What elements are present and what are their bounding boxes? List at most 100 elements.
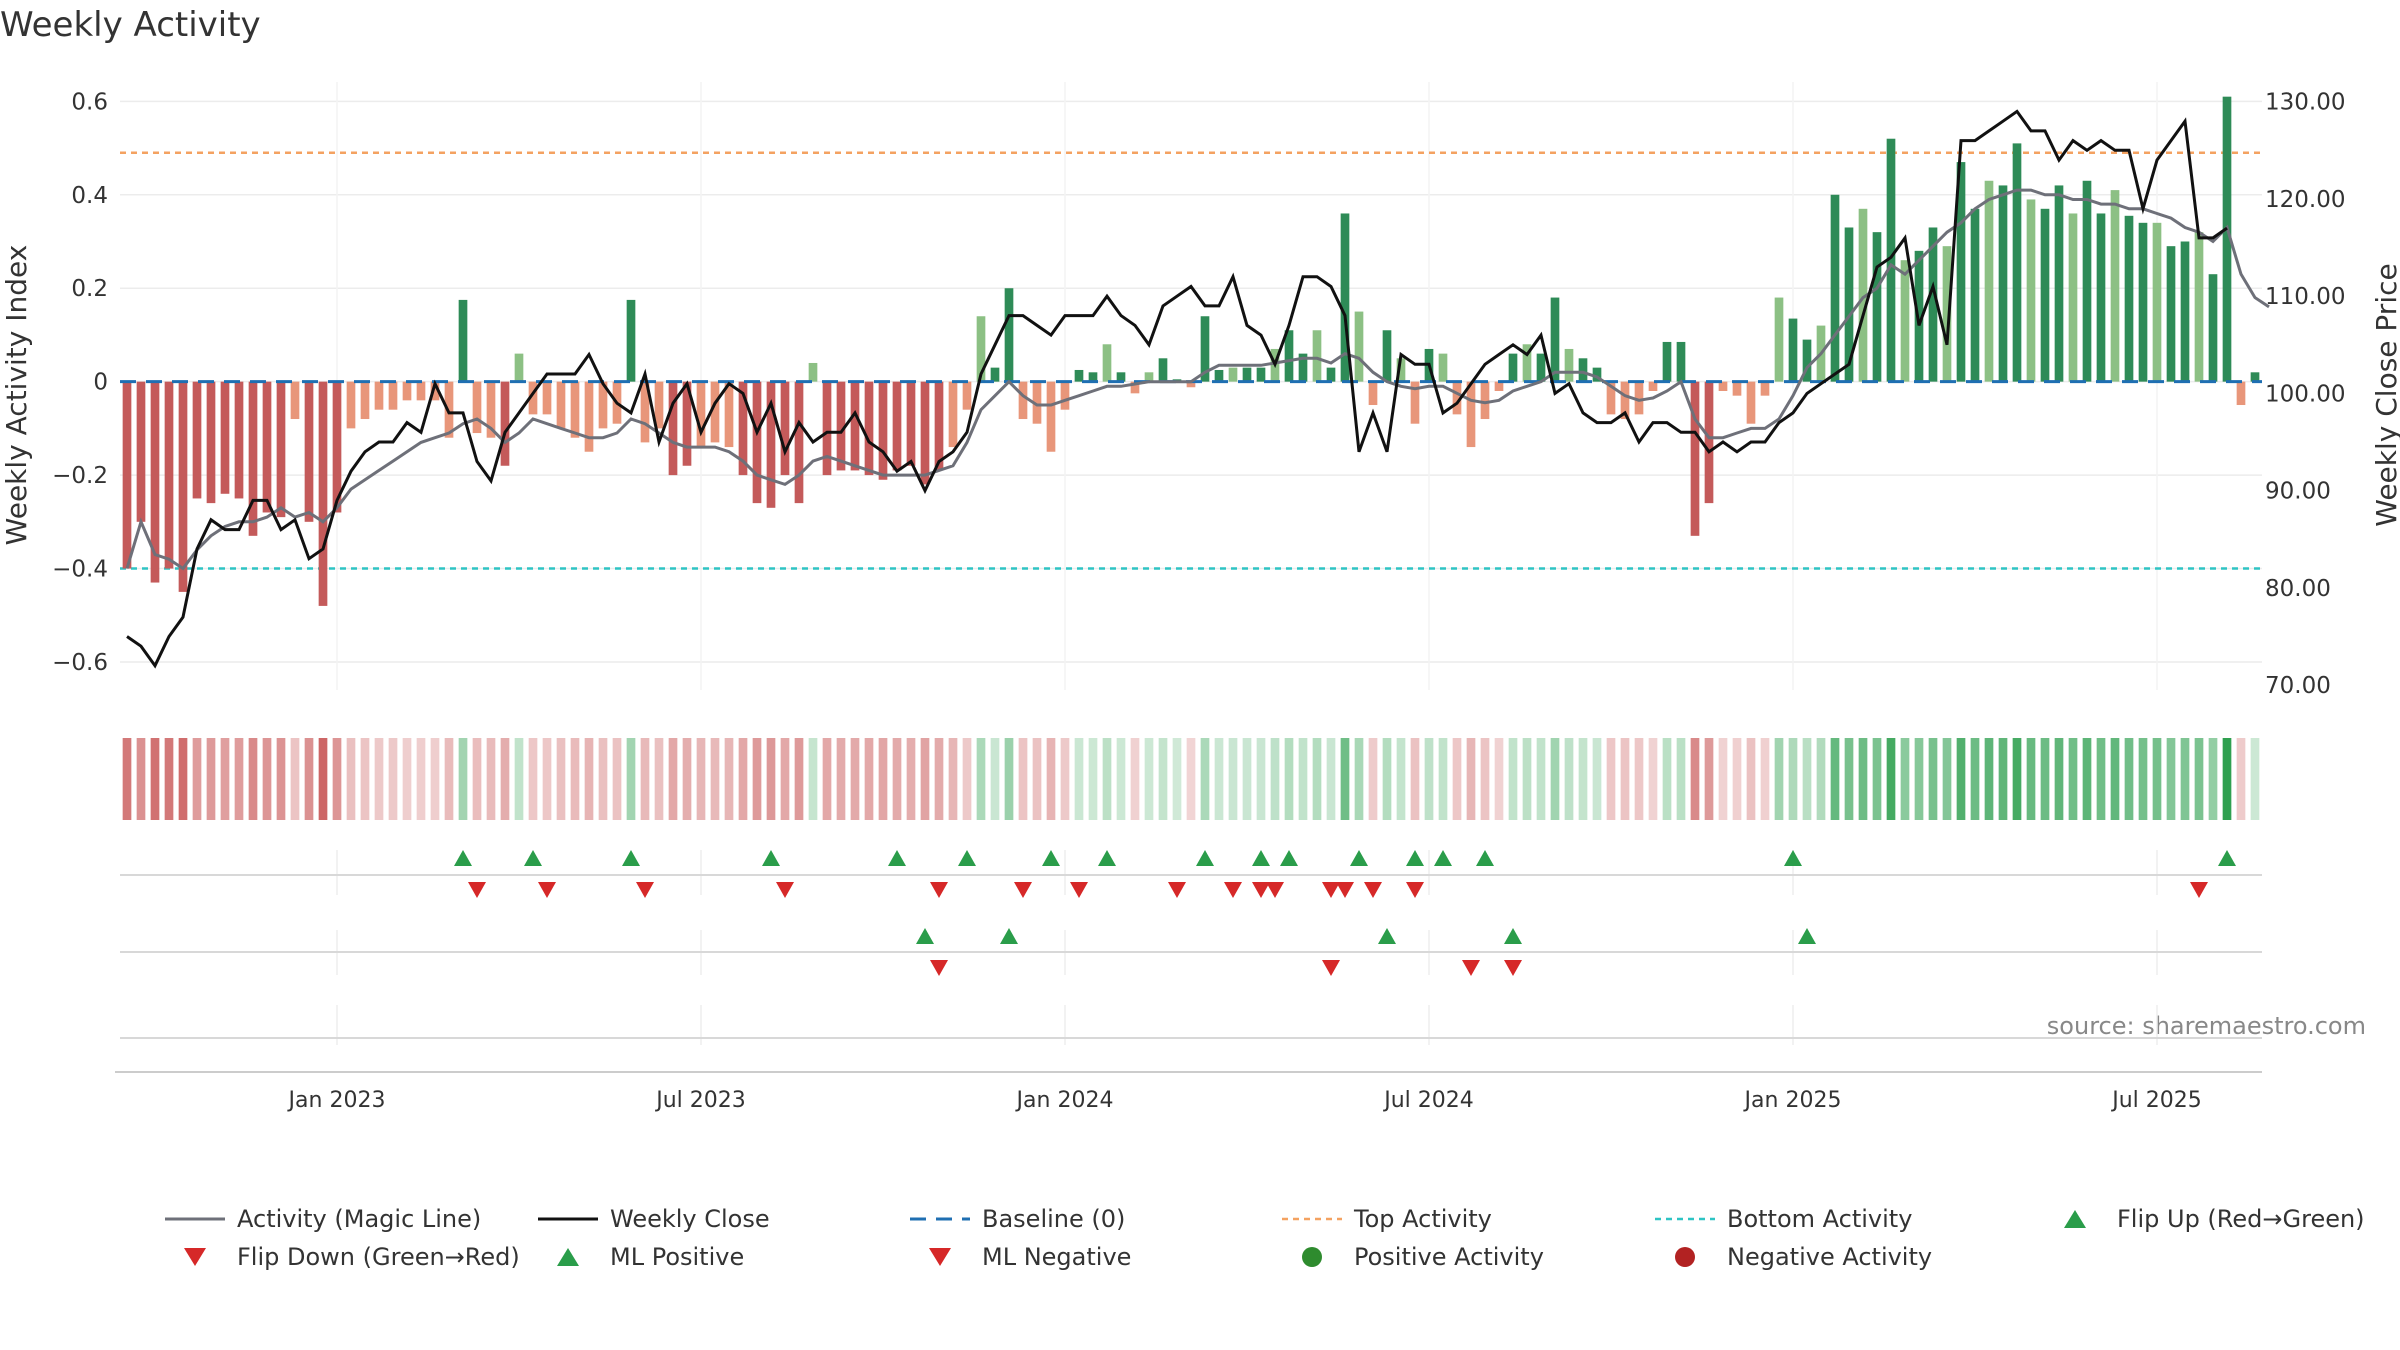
activity-bar bbox=[864, 381, 874, 476]
ml-positive-marker bbox=[1798, 928, 1816, 944]
ml-positive-marker bbox=[1504, 928, 1522, 944]
x-tick-label: Jul 2024 bbox=[1382, 1088, 1474, 1113]
ml-negative-marker bbox=[1322, 960, 1340, 976]
ml-negative-marker bbox=[1504, 960, 1522, 976]
activity-bar bbox=[654, 381, 664, 429]
heat-cell bbox=[248, 738, 258, 820]
flip-down-marker bbox=[1070, 882, 1088, 898]
activity-bar bbox=[1970, 208, 1980, 382]
heat-cell bbox=[1788, 738, 1798, 820]
heat-cell bbox=[2138, 738, 2148, 820]
legend-item-baseline: Baseline (0) bbox=[910, 1205, 1125, 1233]
legend-label: Baseline (0) bbox=[982, 1205, 1125, 1233]
legend-label: Flip Up (Red→Green) bbox=[2117, 1205, 2365, 1233]
reference-lines bbox=[120, 151, 2262, 570]
activity-bar bbox=[2166, 246, 2176, 382]
heat-cell bbox=[332, 738, 342, 820]
activity-bar bbox=[556, 381, 566, 429]
heat-cell bbox=[1228, 738, 1238, 820]
heat-cell bbox=[1270, 738, 1280, 820]
flip-down-marker bbox=[1014, 882, 1032, 898]
flip-down-marker bbox=[1322, 882, 1340, 898]
legend-label: Negative Activity bbox=[1727, 1243, 1932, 1271]
y-right-tick-label: 120.00 bbox=[2265, 187, 2345, 213]
activity-bar bbox=[1774, 297, 1784, 382]
heat-cell bbox=[1676, 738, 1686, 820]
heat-cell bbox=[1844, 738, 1854, 820]
y-left-tick-label: 0.2 bbox=[71, 276, 108, 302]
ml-positive-marker bbox=[916, 928, 934, 944]
heat-cell bbox=[1942, 738, 1952, 820]
heat-cell bbox=[1438, 738, 1448, 820]
ml-positive-marker bbox=[1378, 928, 1396, 944]
flip-up-marker bbox=[454, 850, 472, 866]
activity-bar bbox=[1718, 381, 1728, 391]
heat-cell bbox=[122, 738, 132, 820]
heat-cell bbox=[934, 738, 944, 820]
activity-bar bbox=[1802, 339, 1812, 382]
heat-cell bbox=[262, 738, 272, 820]
legend-label: Activity (Magic Line) bbox=[237, 1205, 481, 1233]
heat-cell bbox=[1382, 738, 1392, 820]
heat-cell bbox=[1970, 738, 1980, 820]
activity-bar bbox=[2138, 222, 2148, 382]
heat-cell bbox=[990, 738, 1000, 820]
flip-down-marker bbox=[2190, 882, 2208, 898]
heat-cell bbox=[1298, 738, 1308, 820]
heat-cell bbox=[976, 738, 986, 820]
legend-label: Top Activity bbox=[1353, 1205, 1492, 1233]
activity-bar bbox=[1522, 344, 1532, 382]
activity-bar bbox=[1144, 372, 1154, 382]
activity-bar bbox=[206, 381, 216, 504]
heat-cell bbox=[1564, 738, 1574, 820]
x-axis: Jan 2023 Jul 2023 Jan 2024 Jul 2024 Jan 2025… bbox=[115, 1071, 2262, 1113]
y-left-tick-label: −0.6 bbox=[52, 650, 108, 676]
y-right-tick-label: 100.00 bbox=[2265, 381, 2345, 407]
heat-cell bbox=[430, 738, 440, 820]
activity-bar bbox=[878, 381, 888, 480]
heat-cell bbox=[416, 738, 426, 820]
activity-bar bbox=[1004, 288, 1014, 382]
heat-cell bbox=[556, 738, 566, 820]
heat-cell bbox=[1956, 738, 1966, 820]
activity-bar bbox=[2110, 190, 2120, 382]
activity-bar bbox=[892, 381, 902, 471]
heat-cell bbox=[850, 738, 860, 820]
heat-cell bbox=[472, 738, 482, 820]
heat-cell bbox=[150, 738, 160, 820]
flip-down-marker bbox=[468, 882, 486, 898]
heat-cell bbox=[1116, 738, 1126, 820]
flip-down-marker bbox=[1224, 882, 1242, 898]
activity-bar bbox=[1536, 353, 1546, 382]
flip-up-marker bbox=[762, 850, 780, 866]
activity-bar bbox=[724, 381, 734, 448]
y-left-tick-label: 0.6 bbox=[71, 89, 108, 115]
flip-down-marker bbox=[930, 882, 948, 898]
heat-cell bbox=[1130, 738, 1140, 820]
flip-down-marker bbox=[1336, 882, 1354, 898]
activity-bar bbox=[1046, 381, 1056, 452]
activity-bar bbox=[640, 381, 650, 443]
heat-cell bbox=[458, 738, 468, 820]
x-tick-label: Jul 2025 bbox=[2110, 1088, 2202, 1113]
activity-bar bbox=[850, 381, 860, 471]
heat-cell bbox=[1354, 738, 1364, 820]
activity-bar bbox=[2236, 381, 2246, 406]
activity-bar bbox=[794, 381, 804, 504]
heat-cell bbox=[1536, 738, 1546, 820]
ml-negative-marker bbox=[1462, 960, 1480, 976]
activity-bar bbox=[1480, 381, 1490, 420]
legend-item-magic: Activity (Magic Line) bbox=[165, 1205, 481, 1233]
heat-cell bbox=[2166, 738, 2176, 820]
weekly-close-line bbox=[126, 109, 2228, 669]
heat-cell bbox=[1102, 738, 1112, 820]
heat-cell bbox=[1830, 738, 1840, 820]
heat-cell bbox=[1466, 738, 1476, 820]
y-right-tick-label: 130.00 bbox=[2265, 90, 2345, 116]
heat-cell bbox=[178, 738, 188, 820]
heat-cell bbox=[2124, 738, 2134, 820]
activity-bar bbox=[1242, 367, 1252, 382]
y-left-tick-label: 0.4 bbox=[71, 183, 108, 209]
activity-bar bbox=[1088, 372, 1098, 382]
activity-bar bbox=[1942, 246, 1952, 382]
